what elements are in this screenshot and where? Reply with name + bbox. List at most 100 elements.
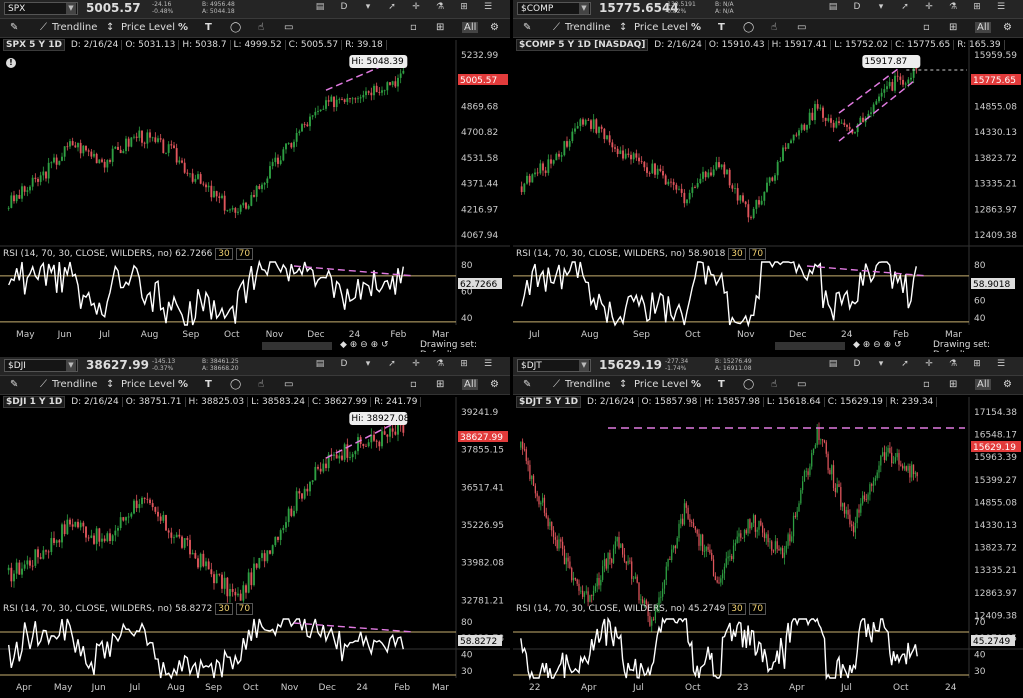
chevron-down-icon[interactable]: ▼	[579, 3, 589, 14]
price-level-icon[interactable]: ↕	[106, 379, 115, 390]
d-timeframe-button[interactable]: D	[853, 2, 861, 12]
crosshair-icon[interactable]: ✛	[412, 359, 420, 369]
pattern-icon[interactable]: ⊞	[973, 2, 981, 12]
pattern-icon[interactable]: ⊞	[460, 2, 468, 12]
percent-icon[interactable]: %	[691, 22, 702, 33]
grid-icon[interactable]: ⊞	[436, 379, 445, 390]
d-timeframe-button[interactable]: D	[853, 359, 861, 369]
crosshair-icon[interactable]: ✛	[925, 2, 933, 12]
price-level-icon[interactable]: ↕	[619, 22, 628, 33]
pin-icon[interactable]: ✎	[10, 379, 19, 390]
percent-icon[interactable]: %	[691, 379, 702, 390]
symbol-input[interactable]: $COMP ▼	[517, 2, 591, 15]
chevron-down-icon[interactable]: ▼	[66, 3, 76, 14]
chart-canvas[interactable]: 17154.38 16548.17 15963.39 15399.27 14855.08…	[513, 357, 1023, 698]
chart-canvas[interactable]: Hi: 38927.08 39241.9 37855.15 36517.41 35226…	[0, 357, 510, 698]
zoom-icons[interactable]: ◆ ⊕ ⊖ ⊕ ↺	[853, 340, 902, 350]
square-icon[interactable]: ▫	[923, 379, 930, 390]
price-level-icon[interactable]: ↕	[106, 22, 115, 33]
drawing-set-label[interactable]: Drawing set: Default	[933, 340, 991, 352]
price-level-button[interactable]: Price Level	[121, 379, 175, 390]
trendline-icon[interactable]: ⟋	[40, 22, 47, 33]
style-button[interactable]: ▾	[878, 2, 884, 12]
trendline-button[interactable]: Trendline	[52, 379, 98, 390]
link-icon[interactable]: ▤	[828, 359, 838, 369]
style-button[interactable]: ▾	[878, 359, 884, 369]
menu-icon[interactable]: ☰	[996, 2, 1006, 12]
chevron-down-icon[interactable]: ▼	[66, 360, 76, 371]
cursor-icon[interactable]: ➚	[388, 2, 396, 12]
pin-icon[interactable]: ✎	[523, 379, 532, 390]
scrollbar[interactable]	[775, 342, 845, 350]
ellipse-icon[interactable]: ◯	[743, 379, 755, 390]
chevron-down-icon[interactable]: ▼	[579, 360, 589, 371]
rectangle-icon[interactable]: ▭	[797, 379, 807, 390]
grid-icon[interactable]: ⊞	[949, 379, 958, 390]
pin-icon[interactable]: ✎	[523, 22, 532, 33]
chart-pane-1[interactable]: SPX ▼ 5005.57 -24.16 -0.48% B: 4956.48 A: 5…	[0, 0, 510, 352]
menu-icon[interactable]: ☰	[483, 359, 493, 369]
symbol-input[interactable]: SPX ▼	[4, 2, 78, 15]
pin-icon[interactable]: ✎	[10, 22, 19, 33]
trendline-icon[interactable]: ⟋	[40, 379, 47, 390]
grid-icon[interactable]: ⊞	[949, 22, 958, 33]
link-icon[interactable]: ▤	[828, 2, 838, 12]
hand-icon[interactable]: ☝	[258, 22, 265, 33]
hand-icon[interactable]: ☝	[771, 379, 778, 390]
trendline-icon[interactable]: ⟋	[553, 379, 560, 390]
cursor-icon[interactable]: ➚	[901, 359, 909, 369]
zoom-icons[interactable]: ◆ ⊕ ⊖ ⊕ ↺	[340, 340, 389, 350]
cursor-icon[interactable]: ➚	[901, 2, 909, 12]
rectangle-icon[interactable]: ▭	[284, 379, 294, 390]
square-icon[interactable]: ▫	[923, 22, 930, 33]
all-button[interactable]: All	[462, 379, 479, 390]
percent-icon[interactable]: %	[178, 379, 189, 390]
menu-icon[interactable]: ☰	[483, 2, 493, 12]
trendline-button[interactable]: Trendline	[565, 22, 611, 33]
chart-canvas[interactable]: 15917.8715959.5915399.2714855.0814330.13…	[513, 0, 1023, 352]
d-timeframe-button[interactable]: D	[340, 2, 348, 12]
rectangle-icon[interactable]: ▭	[284, 22, 294, 33]
ellipse-icon[interactable]: ◯	[743, 22, 755, 33]
square-icon[interactable]: ▫	[410, 22, 417, 33]
square-icon[interactable]: ▫	[410, 379, 417, 390]
grid-icon[interactable]: ⊞	[436, 22, 445, 33]
symbol-input[interactable]: $DJI ▼	[4, 359, 78, 372]
style-button[interactable]: ▾	[365, 359, 371, 369]
menu-icon[interactable]: ☰	[996, 359, 1006, 369]
pattern-icon[interactable]: ⊞	[460, 359, 468, 369]
text-icon[interactable]: T	[718, 22, 725, 33]
trendline-icon[interactable]: ⟋	[553, 22, 560, 33]
text-icon[interactable]: T	[718, 379, 725, 390]
text-icon[interactable]: T	[205, 22, 212, 33]
chart-canvas[interactable]: Hi: 5048.395232.995048.394869.684700.824…	[0, 0, 510, 352]
trendline-button[interactable]: Trendline	[52, 22, 98, 33]
percent-icon[interactable]: %	[178, 22, 189, 33]
rectangle-icon[interactable]: ▭	[797, 22, 807, 33]
gear-icon[interactable]: ⚙	[1003, 379, 1012, 390]
all-button[interactable]: All	[975, 22, 992, 33]
symbol-input[interactable]: $DJT ▼	[517, 359, 591, 372]
all-button[interactable]: All	[462, 22, 479, 33]
ellipse-icon[interactable]: ◯	[230, 379, 242, 390]
style-button[interactable]: ▾	[365, 2, 371, 12]
chart-pane-4[interactable]: $DJT ▼ 15629.19 -277.34 -1.74% B: 15276.49…	[513, 357, 1023, 698]
link-icon[interactable]: ▤	[315, 2, 325, 12]
gear-icon[interactable]: ⚙	[1003, 22, 1012, 33]
gear-icon[interactable]: ⚙	[490, 379, 499, 390]
price-level-button[interactable]: Price Level	[634, 22, 688, 33]
link-icon[interactable]: ▤	[315, 359, 325, 369]
pattern-icon[interactable]: ⊞	[973, 359, 981, 369]
scrollbar[interactable]	[262, 342, 332, 350]
crosshair-icon[interactable]: ✛	[925, 359, 933, 369]
crosshair-icon[interactable]: ✛	[412, 2, 420, 12]
cursor-icon[interactable]: ➚	[388, 359, 396, 369]
flask-icon[interactable]: ⚗	[435, 2, 445, 12]
price-level-button[interactable]: Price Level	[634, 379, 688, 390]
gear-icon[interactable]: ⚙	[490, 22, 499, 33]
hand-icon[interactable]: ☝	[258, 379, 265, 390]
flask-icon[interactable]: ⚗	[948, 359, 958, 369]
d-timeframe-button[interactable]: D	[340, 359, 348, 369]
alert-icon[interactable]: !	[6, 58, 16, 68]
ellipse-icon[interactable]: ◯	[230, 22, 242, 33]
